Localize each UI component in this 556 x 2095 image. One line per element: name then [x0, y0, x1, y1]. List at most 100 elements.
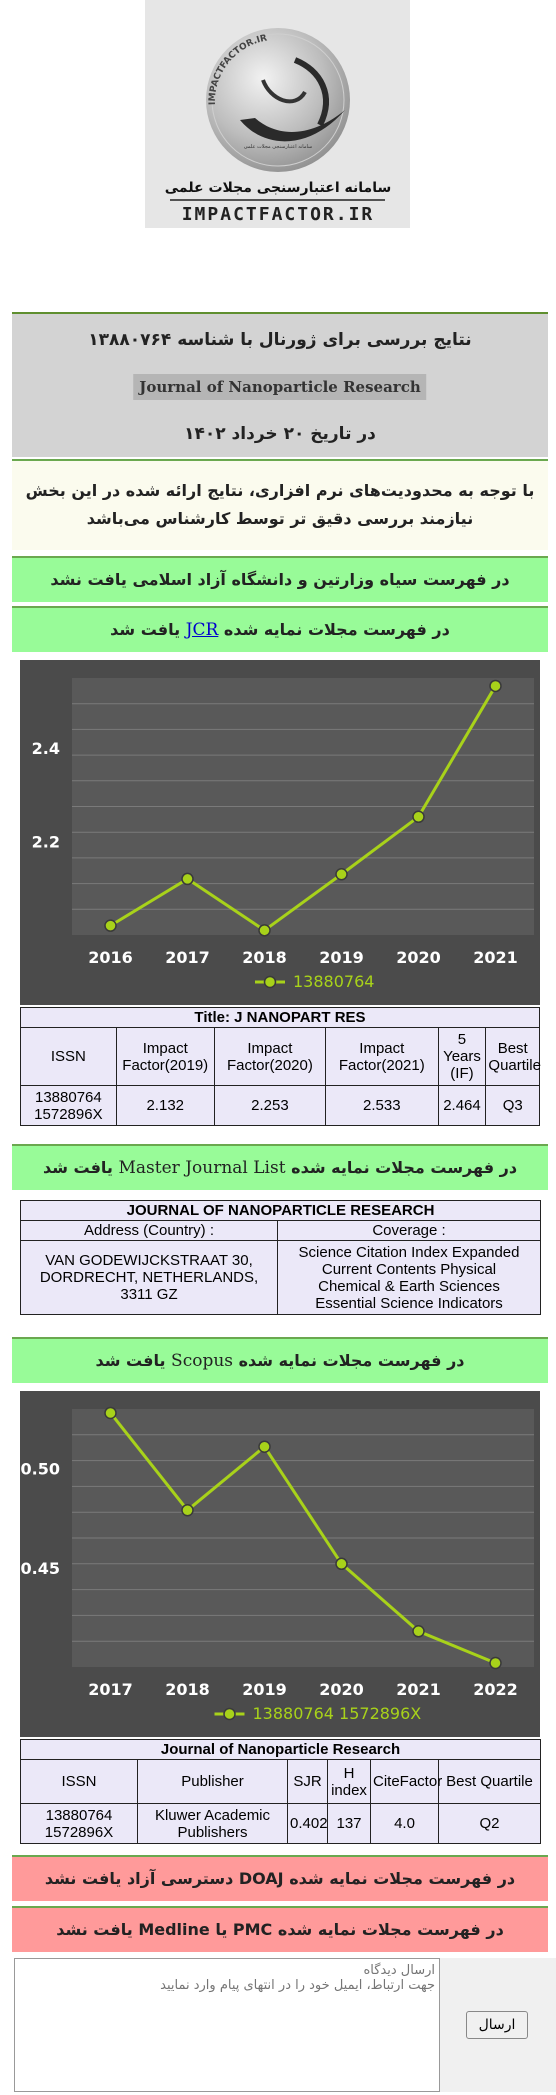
jcr-chart-x-tick-label: 2016 — [88, 948, 133, 967]
scopus-chart-data-point[interactable] — [489, 1656, 502, 1670]
scopus-issn-print: 13880764 — [45, 1806, 113, 1824]
jcr-chart-svg: 2.2 2.4 2016 2017 2018 2019 2020 2021 13880764 — [32, 678, 534, 991]
scopus-status: در فهرست مجلات نمایه شده Scopus یافت شد — [12, 1337, 548, 1383]
jcr-chart-data-point[interactable] — [412, 810, 425, 824]
jcr-impact-chart: 2.2 2.4 2016 2017 2018 2019 2020 2021 13880764 — [20, 660, 540, 1005]
scopus-chart-x-tick-label: 2021 — [396, 1680, 441, 1699]
scopus-chart-svg: 0.45 0.50 2017 2018 2019 2020 2021 2022 13880764… — [21, 1406, 534, 1723]
scopus-table: Journal of Nanoparticle Research ISSN Pu… — [19, 1739, 542, 1844]
scopus-header-sjr: SJR — [287, 1759, 328, 1804]
scopus-header-citefactor: CiteFactor — [370, 1759, 442, 1804]
master-suffix: یافت شد — [42, 1158, 113, 1177]
logo-domain-text: IMPACTFACTOR.IR — [182, 204, 375, 225]
master-list-status: در فهرست مجلات نمایه شده Master Journal … — [12, 1144, 548, 1190]
jcr-chart-legend-marker — [263, 975, 277, 989]
logo-circle-caption: سامانه اعتبارسنجی مجلات علمی — [244, 144, 312, 150]
scopus-chart-x-tick-label: 2018 — [165, 1680, 210, 1699]
coverage-item: Current Contents Physical — [321, 1260, 497, 1278]
medline-text: در فهرست مجلات نمایه شده PMC یا Medline … — [56, 1920, 504, 1939]
master-table-title: JOURNAL OF NANOPARTICLE RESEARCH — [19, 1200, 542, 1221]
site-logo: IMPACTFACTOR.IR سامانه اعتبارسنجی مجلات … — [145, 0, 410, 228]
scopus-cell-publisher: Kluwer Academic Publishers — [137, 1803, 288, 1844]
scopus-header-issn: ISSN — [20, 1759, 138, 1804]
scopus-chart-legend-marker — [223, 1707, 236, 1721]
scopus-chart-data-point[interactable] — [104, 1406, 117, 1420]
jcr-cell-if2021: 2.533 — [325, 1085, 439, 1126]
journal-name: Journal of Nanoparticle Research — [133, 374, 427, 400]
scopus-suffix: یافت شد — [95, 1351, 166, 1370]
scopus-cell-sjr: 0.402 — [287, 1803, 328, 1844]
jcr-chart-y-tick-label: 2.2 — [32, 833, 60, 852]
master-list-name: Master Journal List — [118, 1158, 286, 1178]
scopus-cell-quartile: Q2 — [437, 1803, 542, 1844]
result-title: نتایج بررسی برای ژورنال با شناسه ۱۳۸۸۰۷۶… — [88, 330, 472, 350]
scopus-chart-x-tick-label: 2020 — [319, 1680, 364, 1699]
doaj-text: در فهرست مجلات نمایه شده DOAJ دسترسی آزا… — [44, 1869, 516, 1888]
jcr-header-quartile: Best Quartile — [485, 1027, 541, 1086]
jcr-chart-data-point[interactable] — [104, 919, 117, 932]
scopus-cell-citefactor: 4.0 — [370, 1803, 439, 1844]
jcr-header-if2020: Impact Factor(2020) — [213, 1027, 327, 1086]
jcr-chart-data-point[interactable] — [335, 868, 348, 881]
publisher-line: Kluwer Academic — [154, 1806, 271, 1824]
jcr-chart-x-tick-label: 2019 — [319, 948, 364, 967]
jcr-cell-if2020: 2.253 — [213, 1085, 327, 1126]
master-address-cell: VAN GODEWIJCKSTRAAT 30, DORDRECHT, NETHE… — [20, 1240, 278, 1315]
jcr-suffix: یافت شد — [110, 620, 181, 639]
jcr-header-if2021: Impact Factor(2021) — [325, 1027, 439, 1086]
publisher-line: Publishers — [177, 1823, 248, 1841]
jcr-link[interactable]: JCR — [185, 620, 219, 640]
scopus-chart-data-point[interactable] — [258, 1440, 271, 1453]
jcr-cell-if2019: 2.132 — [115, 1085, 215, 1126]
address-line: DORDRECHT, NETHERLANDS, — [39, 1269, 259, 1286]
scopus-issn-electronic: 1572896X — [44, 1823, 114, 1841]
jcr-header-if2019: Impact Factor(2019) — [115, 1027, 215, 1086]
scopus-chart-data-point[interactable] — [412, 1625, 425, 1638]
jcr-chart-x-tick-label: 2020 — [396, 948, 441, 967]
jcr-chart-x-tick-label: 2017 — [165, 948, 210, 967]
jcr-chart-legend-label[interactable]: 13880764 — [293, 972, 374, 991]
blacklist-status: در فهرست سیاه وزارتین و دانشگاه آزاد اسل… — [12, 556, 548, 602]
jcr-chart-data-point[interactable] — [181, 872, 194, 886]
scopus-header-quartile: Best Quartile — [437, 1759, 542, 1804]
jcr-chart-y-tick-label: 2.4 — [32, 739, 60, 758]
jcr-issn-print: 13880764 — [35, 1088, 102, 1106]
scopus-chart-data-point[interactable] — [181, 1503, 194, 1517]
jcr-chart-data-point[interactable] — [258, 924, 271, 937]
jcr-issn-electronic: 1572896X — [34, 1105, 103, 1123]
jcr-prefix: در فهرست مجلات نمایه شده — [223, 620, 450, 639]
jcr-chart-x-tick-label: 2021 — [473, 948, 518, 967]
jcr-chart-series-line — [109, 685, 497, 933]
warning-line-1: با توجه به محدودیت‌های نرم افزاری، نتایج… — [25, 481, 535, 500]
jcr-chart-x-tick-label: 2018 — [242, 948, 287, 967]
warning-line-2: نیازمند بررسی دقیق تر توسط کارشناس می‌با… — [86, 509, 474, 528]
scopus-prefix: در فهرست مجلات نمایه شده — [238, 1351, 465, 1370]
scopus-chart-x-tick-label: 2022 — [473, 1680, 518, 1699]
send-button[interactable]: ارسال — [466, 2011, 528, 2039]
scopus-cell-issn: 13880764 1572896X — [20, 1803, 138, 1844]
blacklist-text: در فهرست سیاه وزارتین و دانشگاه آزاد اسل… — [50, 570, 510, 589]
scopus-chart-y-tick-label: 0.45 — [21, 1559, 60, 1578]
comment-box — [14, 1958, 440, 2092]
address-line: VAN GODEWIJCKSTRAAT 30, — [45, 1252, 253, 1269]
doaj-status: در فهرست مجلات نمایه شده DOAJ دسترسی آزا… — [12, 1855, 548, 1901]
jcr-cell-quartile: Q3 — [485, 1085, 540, 1126]
logo-persian-name: سامانه اعتبارسنجی مجلات علمی — [165, 180, 391, 196]
jcr-header-issn: ISSN — [20, 1027, 117, 1086]
jcr-table: Title: J NANOPART RES ISSN Impact Factor… — [20, 1007, 541, 1126]
medline-status: در فهرست مجلات نمایه شده PMC یا Medline … — [12, 1906, 548, 1952]
scopus-name: Scopus — [171, 1351, 234, 1371]
coverage-item: Essential Science Indicators — [315, 1294, 503, 1312]
comment-textarea[interactable] — [15, 1959, 439, 2091]
coverage-item: Science Citation Index Expanded — [298, 1243, 520, 1261]
jcr-chart-data-point[interactable] — [489, 679, 502, 693]
result-date: در تاریخ ۲۰ خرداد ۱۴۰۲ — [184, 424, 376, 444]
scopus-chart-legend-label[interactable]: 13880764 1572896X — [253, 1704, 422, 1723]
address-line: 3311 GZ — [120, 1286, 178, 1303]
master-table: JOURNAL OF NANOPARTICLE RESEARCH Address… — [19, 1200, 542, 1315]
scopus-chart-data-point[interactable] — [335, 1557, 348, 1571]
scopus-sjr-chart: 0.45 0.50 2017 2018 2019 2020 2021 2022 13880764… — [20, 1391, 540, 1737]
scopus-chart-y-tick-label: 0.50 — [21, 1460, 60, 1479]
scopus-header-hindex: H index — [327, 1759, 371, 1804]
master-coverage-header: Coverage : — [276, 1220, 542, 1241]
